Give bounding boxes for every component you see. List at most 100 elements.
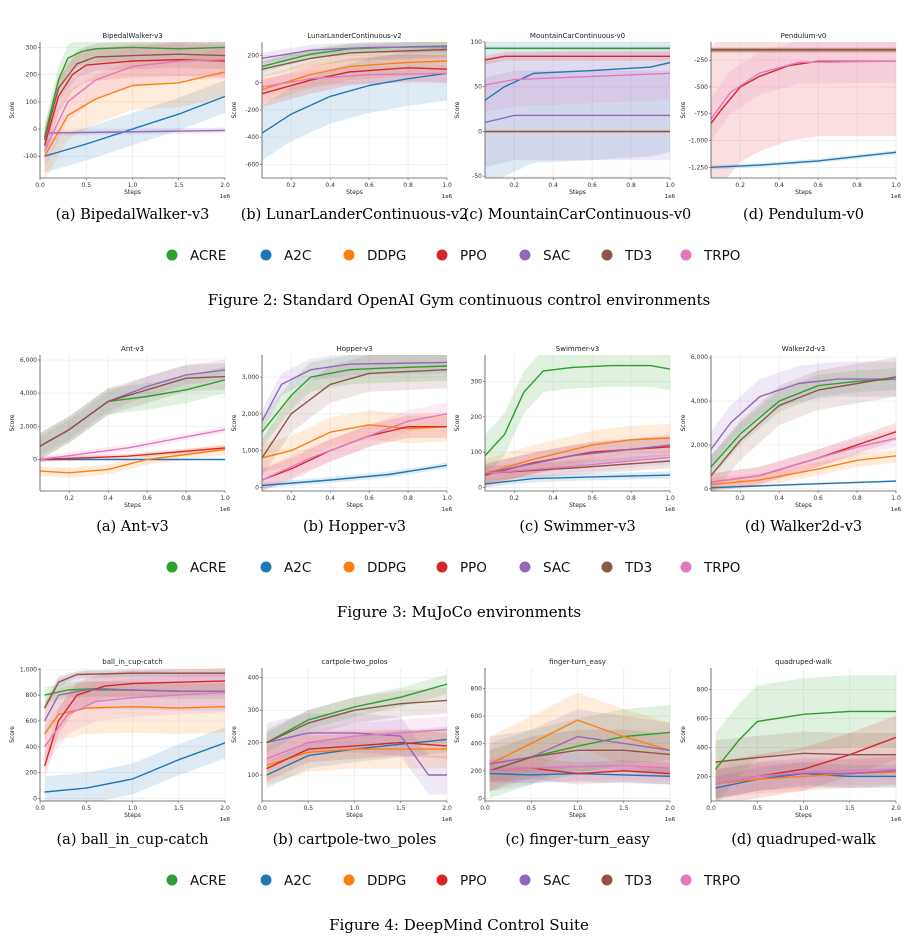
series-line-trpo [40, 428, 225, 461]
confidence-band-ppo [489, 757, 670, 785]
series-line-td3 [489, 749, 670, 772]
legend-item-td3: TD3 [601, 248, 652, 264]
series-line-a2c [485, 474, 670, 485]
y-tick-label: 800 [697, 687, 709, 694]
confidence-band-a2c [44, 727, 225, 801]
series-line-trpo [44, 691, 225, 748]
x-axis-label: Steps [795, 502, 812, 509]
series-line-trpo [489, 764, 670, 772]
x-tick-label: 1.5 [396, 805, 406, 812]
y-axis-label: Score [231, 726, 238, 743]
chart-panel: -50 0 50 100 0.2 0.4 0.6 0.8 1.0 MountainCarConti… [454, 32, 691, 223]
series-line-sac [711, 378, 896, 450]
series-line-acre [266, 683, 447, 744]
x-axis-multiplier: 1e6 [442, 817, 453, 823]
legend-label: ACRE [190, 560, 226, 576]
x-axis-multiplier: 1e6 [220, 507, 231, 513]
series-line-trpo [262, 72, 447, 88]
y-tick-label: 6,000 [20, 357, 37, 364]
series-line-ppo [262, 67, 447, 95]
y-tick-label: 4,000 [691, 398, 708, 405]
legend-item-a2c: A2C [260, 248, 311, 264]
subfigure-caption: (a) ball_in_cup-catch [57, 832, 209, 848]
series-layer [40, 359, 225, 478]
x-tick-label: 1.0 [891, 182, 901, 189]
x-axis-label: Steps [124, 189, 141, 196]
legend-marker [519, 249, 531, 261]
x-tick-label: 1.0 [350, 805, 360, 812]
y-tick-label: 2,000 [691, 442, 708, 449]
x-tick-label: 0.2 [735, 495, 745, 502]
confidence-band-sac [40, 359, 225, 457]
legend-marker [601, 874, 613, 886]
series-line-acre [43, 46, 225, 138]
legend-label: PPO [460, 248, 487, 264]
x-tick-label: 0.6 [587, 495, 597, 502]
x-tick-label: 0.6 [587, 182, 597, 189]
legend-marker [260, 249, 272, 261]
x-tick-label: 0.0 [257, 805, 267, 812]
legend-item-sac: SAC [519, 248, 570, 264]
subfigure-caption: (c) finger-turn_easy [505, 832, 650, 848]
x-tick-label: 0.0 [480, 805, 490, 812]
series-line-a2c [485, 61, 670, 101]
y-axis-label: Score [454, 726, 461, 743]
chart-title: ball_in_cup-catch [102, 658, 162, 666]
x-axis-label: Steps [346, 189, 363, 196]
legend-label: ACRE [190, 873, 226, 889]
x-tick-label: 2.0 [220, 805, 230, 812]
plot-area [710, 354, 897, 492]
confidence-band-ppo [44, 668, 225, 780]
legend-item-td3: TD3 [601, 873, 652, 889]
confidence-band-td3 [262, 355, 447, 477]
confidence-band-td3 [489, 729, 670, 792]
chart-panel: -100 0 100 200 300 0.0 0.5 1.0 1.5 2.0 BipedalWalk… [9, 32, 231, 223]
y-tick-label: 800 [471, 686, 483, 693]
chart-title: Walker2d-v3 [782, 345, 826, 353]
legend-marker [260, 561, 272, 573]
confidence-band-td3 [266, 687, 447, 756]
x-tick-label: 1.0 [442, 495, 452, 502]
series-line-trpo [43, 59, 225, 152]
subfigure-caption: (c) Swimmer-v3 [519, 519, 635, 535]
figure-caption: Figure 4: DeepMind Control Suite [329, 916, 589, 934]
series-line-acre [711, 378, 896, 468]
x-tick-label: 0.8 [626, 182, 636, 189]
x-tick-label: 0.0 [35, 805, 45, 812]
y-tick-label: 200 [248, 53, 260, 60]
legend-label: TD3 [624, 560, 652, 576]
series-line-trpo [262, 413, 447, 481]
y-tick-label: 300 [248, 707, 260, 714]
x-tick-label: 2.0 [891, 805, 901, 812]
y-tick-label: 100 [471, 39, 483, 46]
legend-label: TRPO [703, 248, 740, 264]
x-tick-label: 0.2 [509, 182, 519, 189]
x-axis-multiplier: 1e6 [891, 194, 902, 200]
legend-marker [680, 561, 692, 573]
chart-title: quadruped-walk [775, 658, 833, 666]
legend-item-ppo: PPO [436, 560, 487, 576]
confidence-band-sac [485, 434, 670, 484]
series-line-ddpg [266, 748, 447, 766]
y-tick-label: -1,250 [689, 164, 709, 171]
series-layer [711, 42, 896, 178]
legend: ACRE A2C DDPG PPO SAC TD3 TRPO [166, 873, 740, 889]
figure-3: 0 2,000 4,000 6,000 0.2 0.4 0.6 0.8 1.0 Ant-v3 Ste… [9, 345, 902, 621]
confidence-band-ppo [711, 42, 896, 178]
series-layer [485, 42, 670, 178]
legend-item-a2c: A2C [260, 560, 311, 576]
series-line-sac [44, 129, 225, 134]
x-tick-label: 0.4 [548, 182, 558, 189]
x-axis-multiplier: 1e6 [220, 194, 231, 200]
x-tick-label: 0.4 [548, 495, 558, 502]
y-tick-label: 300 [26, 44, 38, 51]
chart-panel: 0 2,000 4,000 6,000 0.2 0.4 0.6 0.8 1.0 Ant-v3 Ste… [9, 345, 231, 535]
legend-item-trpo: TRPO [680, 248, 740, 264]
subfigure-caption: (d) quadruped-walk [731, 832, 876, 848]
confidence-band-trpo [44, 673, 225, 767]
legend-item-acre: ACRE [166, 873, 226, 889]
series-line-td3 [715, 752, 896, 763]
series-line-trpo [711, 60, 896, 120]
legend-marker [343, 249, 355, 261]
series-layer [266, 674, 447, 795]
